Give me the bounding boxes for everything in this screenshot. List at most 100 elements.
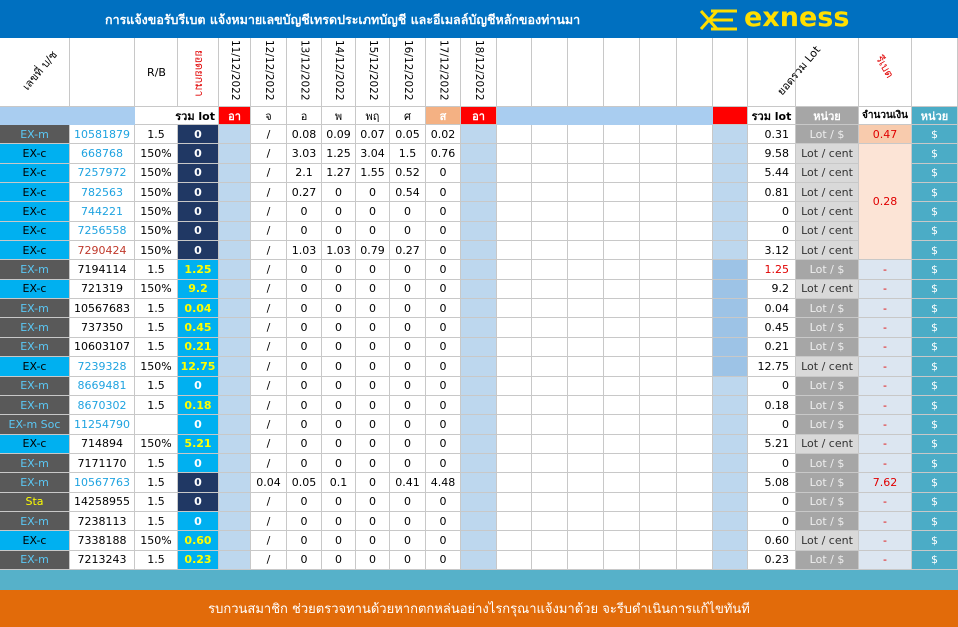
day-lot: 0 [287,318,322,338]
cell [461,473,497,493]
empty-cell [713,279,748,300]
rebate-rate: 150% [135,221,178,242]
empty-cell [713,531,748,551]
currency: $ [912,337,958,358]
unit: Lot / $ [796,260,859,280]
empty-cell [568,453,604,474]
header-col [532,38,568,107]
carried-lot: 0.45 [178,318,219,338]
cell [461,183,497,203]
day-lot: 0 [322,260,356,280]
date-header: 13/12/2022 [298,40,311,101]
empty-cell [604,318,640,338]
day-lot: 0 [390,415,426,435]
account-type: EX-c [0,434,70,454]
empty-cell [604,550,640,570]
day-lot: / [251,279,287,300]
unit: Lot / $ [796,492,859,512]
unit: Lot / cent [796,221,859,242]
empty-cell [568,241,604,261]
empty-cell [713,260,748,280]
cell [461,144,497,164]
day-lot: 0 [322,337,356,358]
empty-cell [532,183,568,203]
day-lot: 0 [390,279,426,300]
day-lot: 0 [390,318,426,338]
currency: $ [912,473,958,493]
amount: - [859,395,912,416]
sub-header: รวม lot [748,107,796,125]
day-lot: 0 [356,550,390,570]
account-number: 8669481 [70,376,135,396]
carried-lot: 0 [178,125,219,145]
unit: Lot / $ [796,299,859,319]
day-lot: 0 [356,453,390,474]
day-lot: 0 [426,492,461,512]
day-lot: 0 [356,511,390,532]
rebate-rate: 150% [135,434,178,454]
day-lot: 0 [426,337,461,358]
carried-lot: 9.2 [178,279,219,300]
empty-cell [713,337,748,358]
amount: - [859,337,912,358]
rebate-rate: 150% [135,183,178,203]
empty-cell [713,473,748,493]
empty-cell [677,125,713,145]
empty-cell [640,221,677,242]
empty-cell [497,357,532,377]
empty-cell [677,260,713,280]
header-col [713,38,748,107]
rebate-rate: 150% [135,531,178,551]
day-lot: 0 [390,434,426,454]
empty-cell [713,511,748,532]
empty-cell [713,357,748,377]
empty-cell [640,415,677,435]
rebate-rate: 1.5 [135,337,178,358]
day-lot: 0 [426,221,461,242]
account-number: 10581879 [70,125,135,145]
day-lot: 0.09 [322,125,356,145]
total-lot: 0.18 [748,395,796,416]
title: การแจ้งขอรับรีเบต แจ้งหมายเลขบัญชีเทรดปร… [105,12,581,27]
carried-lot: 0 [178,144,219,164]
account-number: 7194114 [70,260,135,280]
currency: $ [912,183,958,203]
rebate-rate: 1.5 [135,473,178,493]
amount: - [859,434,912,454]
currency: $ [912,453,958,474]
cell [219,163,251,184]
cell [461,299,497,319]
account-number: 668768 [70,144,135,164]
day-lot: 0 [390,531,426,551]
empty-cell [532,144,568,164]
day-lot: 0 [426,395,461,416]
cell [219,183,251,203]
account-number: 7257972 [70,163,135,184]
day-lot: 0 [287,395,322,416]
day-lot: 0 [390,492,426,512]
empty-cell [497,279,532,300]
empty-cell [604,357,640,377]
account-type: EX-c [0,202,70,222]
account-type: EX-m [0,125,70,145]
empty-cell [640,550,677,570]
empty-cell [713,241,748,261]
empty-cell [677,183,713,203]
unit: Lot / cent [796,202,859,222]
empty-cell [640,202,677,222]
cell [461,357,497,377]
unit: Lot / cent [796,144,859,164]
cell [461,125,497,145]
empty-cell [604,299,640,319]
unit: Lot / cent [796,241,859,261]
day-lot: / [251,260,287,280]
empty-cell [532,376,568,396]
empty-cell [532,337,568,358]
day-lot: 0 [356,357,390,377]
account-number: 782563 [70,183,135,203]
account-type: EX-c [0,357,70,377]
empty-cell [568,318,604,338]
rebate-rate: 1.5 [135,511,178,532]
carried-lot: 0 [178,202,219,222]
empty-cell [497,531,532,551]
